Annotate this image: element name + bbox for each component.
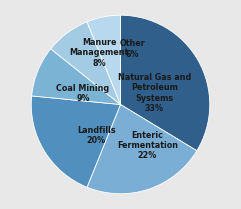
Wedge shape (32, 49, 120, 104)
Wedge shape (51, 22, 121, 105)
Text: Manure
Management
8%: Manure Management 8% (69, 38, 129, 68)
Text: Enteric
Fermentation
22%: Enteric Fermentation 22% (117, 131, 178, 161)
Wedge shape (87, 104, 197, 194)
Text: Other
6%: Other 6% (119, 40, 145, 59)
Wedge shape (120, 15, 210, 151)
Wedge shape (31, 96, 120, 187)
Text: Landfills
20%: Landfills 20% (77, 126, 116, 145)
Wedge shape (87, 15, 120, 104)
Text: Natural Gas and
Petroleum
Systems
33%: Natural Gas and Petroleum Systems 33% (118, 73, 191, 113)
Text: Coal Mining
9%: Coal Mining 9% (56, 84, 110, 103)
